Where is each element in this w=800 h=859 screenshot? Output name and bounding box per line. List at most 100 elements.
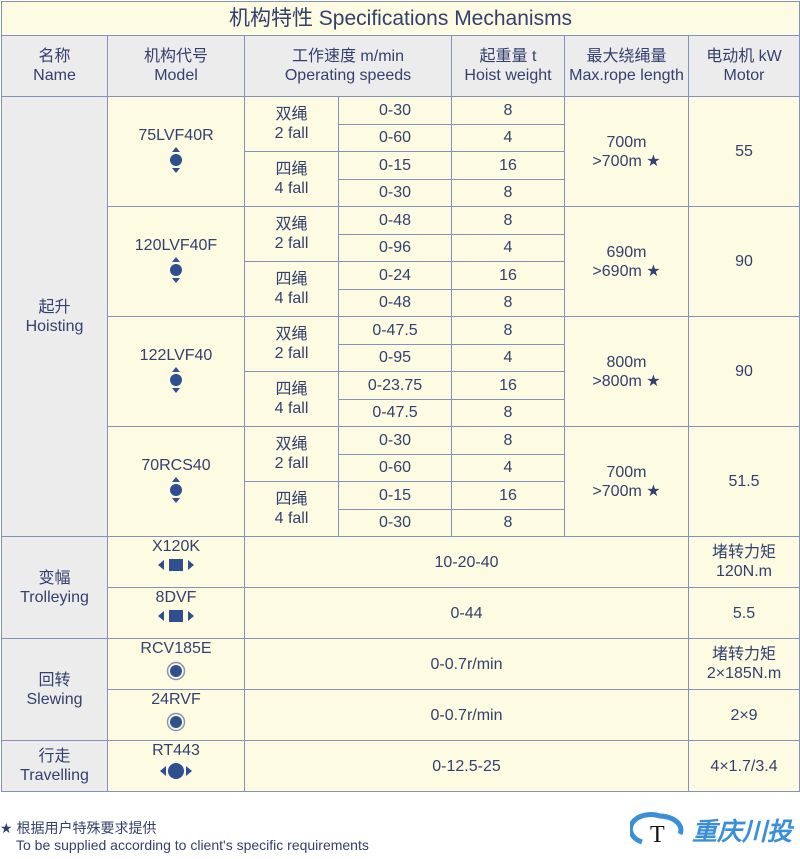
header-cn: 起重量 t	[479, 48, 537, 65]
hoist-weight-cell: 8	[451, 206, 565, 235]
table-row: 0-60 4	[2, 123, 800, 152]
speed-cell: 10-20-40	[244, 536, 689, 588]
name-cn: 变幅	[38, 569, 71, 587]
model-code: 8DVF	[155, 589, 197, 606]
fall-en: 4 fall	[274, 510, 309, 527]
motor-cell: 51.5	[687, 426, 800, 537]
column-header: 工作速度 m/min Operating speeds	[244, 35, 452, 97]
hoist-weight-cell: 16	[451, 151, 565, 180]
header-en: Model	[154, 67, 198, 84]
table-row: 0-95 4	[2, 343, 800, 372]
model-cell: 70RCS40	[107, 426, 245, 537]
rotation-icon	[108, 711, 244, 738]
table-row: 122LVF40 双绳 2 fall 0-47.5 8 800m >800m ★ 90	[2, 316, 800, 427]
hoist-weight-cell: 8	[451, 508, 565, 537]
speed-cell: 0-23.75	[338, 371, 452, 400]
header-en: Hoist weight	[464, 67, 552, 84]
mechanism-name-trolleying: 变幅 Trolleying	[1, 536, 108, 639]
model-code: 75LVF40R	[138, 126, 214, 144]
model-cell: X120K	[107, 536, 245, 588]
speed-cell: 0-47.5	[338, 398, 452, 427]
fall-cn: 四绳	[275, 271, 308, 288]
table-row: 变幅 Trolleying X120K 10-20-40 堵转力矩 120N.m	[1, 536, 800, 639]
vertical-arrows-icon	[108, 476, 244, 508]
header-cn: 最大绕绳量	[586, 48, 667, 65]
name-en: Travelling	[20, 767, 89, 784]
rope-length-cell: 700m >700m ★	[564, 96, 689, 207]
motor-cell: 4×1.7/3.4	[687, 740, 800, 792]
table-row: 名称 Name 机构代号 Model 工作速度 m/min Operating speed…	[1, 35, 800, 97]
speed-cell: 0-15	[338, 481, 452, 510]
header-en: Max.rope length	[569, 67, 684, 84]
model-code: 70RCS40	[141, 456, 211, 474]
fall-cell: 双绳 2 fall	[244, 96, 339, 152]
header-cn: 工作速度 m/min	[291, 48, 404, 65]
fall-cell: 四绳 4 fall	[244, 151, 339, 207]
table-row: 回转 Slewing RCV185E 0-0.7r/min 堵转力矩 2×185N.m	[1, 638, 800, 741]
header-cn: 名称	[38, 48, 71, 65]
hoist-weight-cell: 16	[451, 481, 565, 510]
logo-brand: 重庆川投	[692, 818, 793, 846]
name-cn: 起升	[38, 298, 71, 316]
model-cell: 8DVF	[107, 587, 245, 639]
motor-value: 堵转力矩	[712, 646, 777, 663]
fall-cn: 双绳	[275, 106, 308, 123]
mechanism-name-slewing: 回转 Slewing	[1, 638, 108, 741]
table-row: 24RVF 0-0.7r/min 2×9	[2, 689, 800, 741]
motor-value: 2×9	[730, 706, 758, 724]
vertical-arrows-icon	[108, 256, 244, 288]
motor-cell: 90	[687, 206, 800, 317]
name-cn: 回转	[38, 671, 71, 689]
svg-text:T: T	[650, 822, 665, 848]
logo: T 重庆川投	[630, 812, 792, 848]
fall-en: 4 fall	[274, 290, 309, 307]
rope-length: 690m	[606, 243, 647, 261]
table-row: 0-30 8	[2, 178, 800, 207]
speed-cell: 0-30	[338, 426, 452, 455]
table-row: 四绳 4 fall 0-23.75 16	[2, 371, 800, 427]
column-header: 起重量 t Hoist weight	[451, 35, 565, 97]
fall-cn: 双绳	[275, 326, 308, 343]
table-row: 行走 Travelling RT443 0-12.5-25 4×1.7/3.4	[1, 740, 800, 792]
speed-cell: 0-95	[338, 343, 452, 372]
speed-cell: 0-47.5	[338, 316, 452, 345]
rope-length: 700m	[606, 463, 647, 481]
table-row: 0-96 4	[2, 233, 800, 262]
speed-cell: 0-0.7r/min	[244, 689, 689, 741]
rope-length-optional: >700m ★	[592, 482, 661, 500]
name-en: Slewing	[26, 690, 83, 708]
mechanism-name-travelling: 行走 Travelling	[1, 740, 108, 792]
fall-cn: 四绳	[275, 161, 308, 178]
header-en: Motor	[723, 67, 765, 84]
speed-cell: 0-30	[338, 96, 452, 125]
table-row: 四绳 4 fall 0-24 16	[2, 261, 800, 317]
fall-cn: 双绳	[275, 436, 308, 453]
model-code: X120K	[151, 538, 201, 555]
name-en: Hoisting	[25, 317, 84, 335]
speed-cell: 0-30	[338, 508, 452, 537]
model-cell: RCV185E	[107, 638, 245, 690]
speed-cell: 0-30	[338, 178, 452, 207]
table-row: 0-48 8	[2, 288, 800, 317]
fall-cell: 双绳 2 fall	[244, 206, 339, 262]
speed-cell: 0-96	[338, 233, 452, 262]
fall-en: 4 fall	[274, 180, 309, 197]
header-en: Name	[33, 67, 76, 84]
speed-cell: 0-24	[338, 261, 452, 290]
model-code: RCV185E	[140, 640, 212, 657]
hoist-weight-cell: 4	[451, 453, 565, 482]
fall-en: 2 fall	[274, 455, 309, 472]
fall-cn: 四绳	[275, 491, 308, 508]
speed-cell: 0-0.7r/min	[244, 638, 689, 690]
table-row: 四绳 4 fall 0-15 16	[2, 151, 800, 207]
vertical-arrows-icon	[108, 366, 244, 398]
vertical-arrows-icon	[108, 146, 244, 178]
fall-en: 4 fall	[274, 400, 309, 417]
table-row: 机构特性 Specifications Mechanisms	[0, 1, 800, 36]
table-row: 8DVF 0-44 5.5	[2, 587, 800, 639]
model-cell: 122LVF40	[107, 316, 245, 427]
logo-mark-icon: T	[630, 812, 684, 848]
model-cell: 75LVF40R	[107, 96, 245, 207]
table-title: 机构特性 Specifications Mechanisms	[0, 1, 800, 36]
hoist-weight-cell: 8	[451, 426, 565, 455]
